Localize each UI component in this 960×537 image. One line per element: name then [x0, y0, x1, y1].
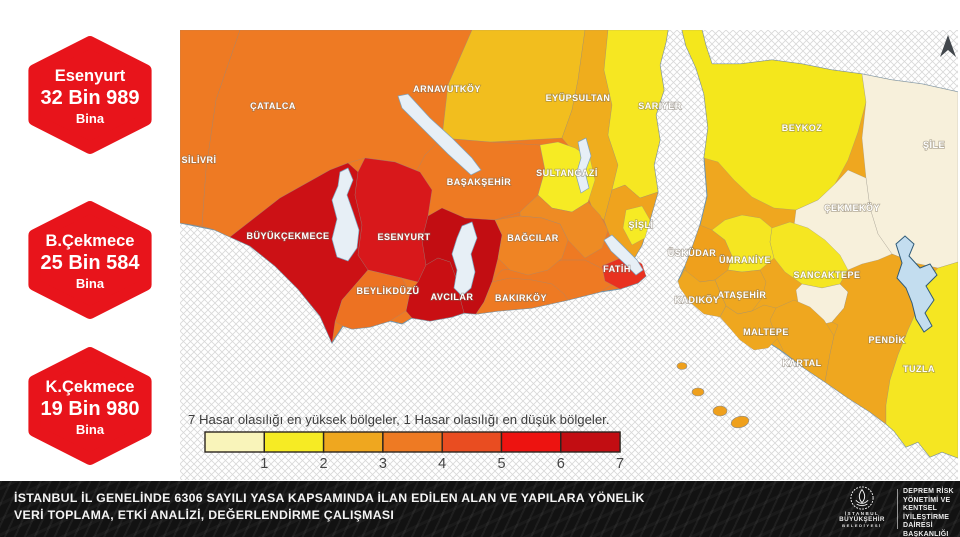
princes-islands: [676, 362, 750, 429]
district-bagcilar: [494, 215, 569, 276]
district-label-cekmekoy: ÇEKMEKÖY: [824, 203, 880, 213]
district-label-sisli: ŞİŞLİ: [628, 220, 653, 230]
district-label-silivri: SİLİVRİ: [181, 155, 216, 165]
kucukcekmece-lake: [451, 221, 478, 297]
legend-number-1: 1: [260, 456, 268, 472]
district-label-sile: ŞİLE: [923, 140, 945, 150]
legend-color-scale: 1 2 3 4 5 6 7: [204, 431, 624, 472]
legend-number-6: 6: [557, 456, 565, 472]
badge-esenyurt: Esenyurt 32 Bin 989 Bina: [24, 32, 156, 158]
badge-count: 32 Bin 989: [40, 86, 140, 109]
buyukcekmece-lake: [331, 167, 360, 262]
district-label-pendik: PENDİK: [868, 335, 905, 345]
badge-unit: Bina: [75, 275, 105, 291]
badge-bcekmece: B.Çekmece 25 Bin 584 Bina: [24, 197, 156, 323]
footer-title: İSTANBUL İL GENELİNDE 6306 SAYILI YASA K…: [14, 490, 645, 524]
legend-number-5: 5: [497, 456, 505, 472]
badge-district: Esenyurt: [54, 66, 126, 85]
footer-separator: [897, 489, 898, 529]
footer-title-line1: İSTANBUL İL GENELİNDE 6306 SAYILI YASA K…: [14, 491, 645, 505]
golden-horn: [603, 234, 644, 276]
badge-kcekmece: K.Çekmece 19 Bin 980 Bina: [24, 343, 156, 469]
hexagon-badge-icon: [28, 201, 152, 319]
legend-swatch-7: [560, 431, 621, 453]
legend-number-3: 3: [379, 456, 387, 472]
district-label-fatih: FATİH: [603, 264, 631, 274]
district-label-uskudar: ÜSKÜDAR: [668, 248, 717, 258]
district-label-sariyer: SARIYER: [638, 101, 682, 111]
badge-district: K.Çekmece: [45, 377, 135, 396]
badge-count: 19 Bin 980: [40, 397, 140, 420]
ibb-logo: İSTANBUL BÜYÜKŞEHİR BELEDİYESİ: [832, 485, 892, 533]
legend-number-7: 7: [616, 456, 624, 472]
district-label-kartal: KARTAL: [782, 358, 821, 368]
sazlidere-reservoir: [397, 93, 482, 176]
omerli-reservoir: [895, 235, 938, 333]
district-label-umraniye: ÜMRANİYE: [719, 255, 771, 265]
district-label-maltepe: MALTEPE: [743, 327, 789, 337]
district-label-kadikoy: KADIKÖY: [674, 295, 719, 305]
district-sisli: [622, 205, 651, 246]
district-label-bagcilar: BAĞCILAR: [507, 232, 559, 243]
district-label-eyupsultan: EYÜPSULTAN: [546, 93, 611, 103]
district-label-sultangazi: SULTANGAZİ: [536, 168, 598, 178]
district-bakirkoy: [475, 277, 569, 315]
ibb-logo-line3: BELEDİYESİ: [842, 523, 882, 528]
district-label-atasehir: ATAŞEHİR: [718, 290, 767, 300]
department-title: DEPREM RİSK YÖNETİMİ VE KENTSEL İYİLEŞTİ…: [903, 488, 954, 537]
hexagon-badge-icon: [28, 36, 152, 154]
district-label-avcilar: AVCILAR: [431, 292, 474, 302]
district-label-sancaktepe: SANCAKTEPE: [793, 270, 860, 280]
badge-count: 25 Bin 584: [40, 251, 140, 274]
badge-unit: Bina: [75, 421, 105, 437]
district-beylikduzu: [334, 269, 411, 330]
district-label-beylikduzu: BEYLİKDÜZÜ: [357, 286, 420, 296]
district-label-bakirkoy: BAKIRKÖY: [495, 293, 547, 303]
district-label-tuzla: TUZLA: [903, 364, 935, 374]
legend-swatch-3: [322, 431, 384, 453]
legend-swatch-2: [263, 431, 325, 453]
legend-number-2: 2: [320, 456, 328, 472]
district-label-catalca: ÇATALCA: [250, 101, 296, 111]
legend-caption: 7 Hasar olasılığı en yüksek bölgeler, 1 …: [188, 412, 610, 427]
district-labels: SİLİVRİ ÇATALCA ARNAVUTKÖY EYÜPSULTAN SARIYE…: [181, 83, 945, 374]
legend-swatch-6: [500, 431, 562, 453]
ibb-logo-line1: İSTANBUL: [844, 511, 880, 516]
footer-bar: İSTANBUL İL GENELİNDE 6306 SAYILI YASA K…: [0, 481, 960, 537]
risk-map: 7 Hasar olasılığı en yüksek bölgeler, 1 …: [180, 30, 958, 480]
footer-title-line2: VERİ TOPLAMA, ETKİ ANALİZİ, DEĞERLENDİRM…: [14, 508, 395, 522]
legend-swatch-1: [204, 431, 265, 453]
legend-number-4: 4: [438, 456, 446, 472]
ibb-emblem-icon: [850, 486, 874, 510]
badge-unit: Bina: [75, 110, 105, 126]
north-arrow-icon: [940, 35, 956, 57]
district-label-esenyurt: ESENYURT: [377, 232, 430, 242]
badge-district: B.Çekmece: [45, 231, 135, 250]
alibeykoy-reservoir: [575, 137, 592, 194]
hexagon-badge-icon: [28, 347, 152, 465]
district-label-beykoz: BEYKOZ: [782, 123, 823, 133]
legend-swatch-4: [382, 431, 443, 453]
ibb-logo-line2: BÜYÜKŞEHİR: [839, 516, 885, 523]
legend-swatch-5: [441, 431, 503, 453]
district-esenyurt: [354, 157, 433, 283]
district-label-buyukcekmece: BÜYÜKÇEKMECE: [246, 231, 329, 241]
district-tuzla: [885, 261, 958, 459]
district-label-arnavutkoy: ARNAVUTKÖY: [413, 84, 481, 94]
district-label-basaksehir: BAŞAKŞEHİR: [447, 177, 512, 187]
